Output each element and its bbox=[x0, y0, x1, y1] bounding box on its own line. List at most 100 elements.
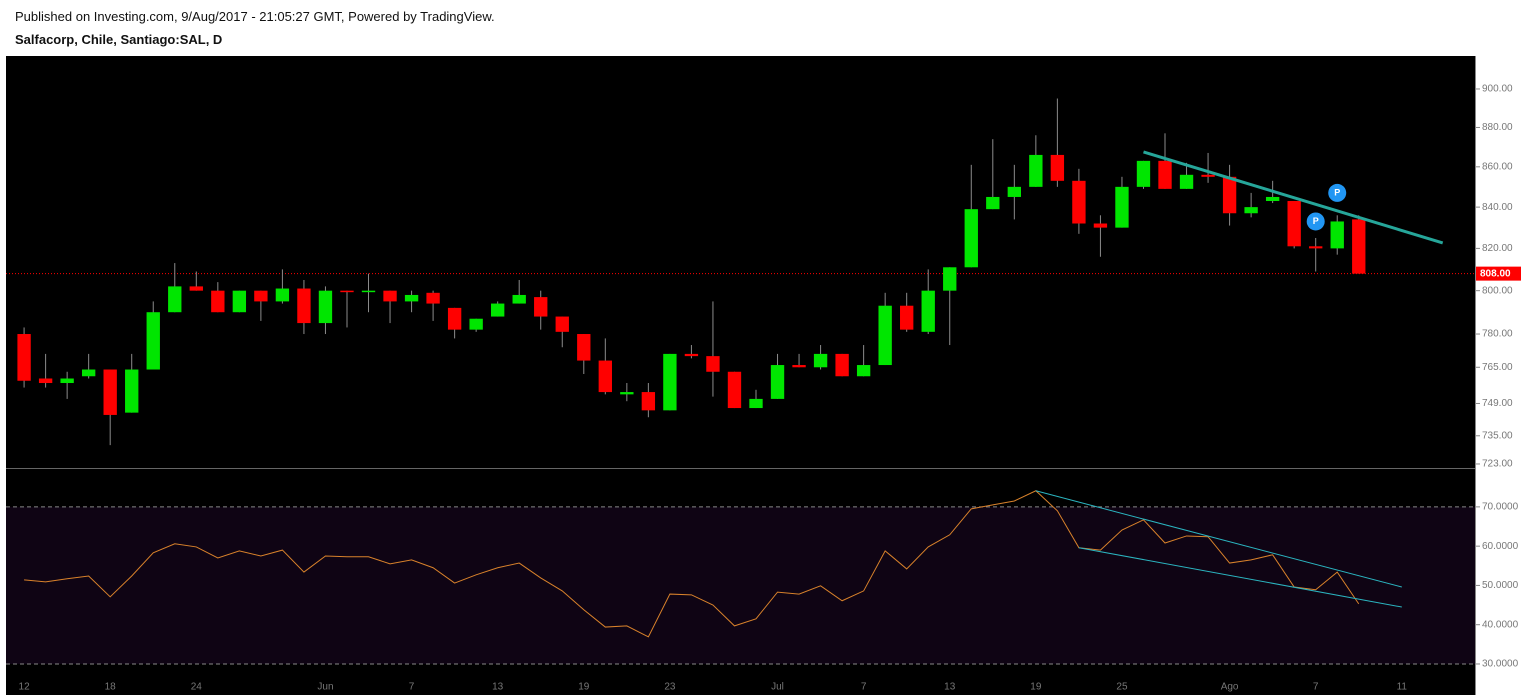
candle-body bbox=[770, 365, 785, 399]
candle-body bbox=[986, 196, 1000, 210]
x-tick-label: 7 bbox=[861, 682, 867, 693]
candle-body bbox=[1179, 174, 1194, 189]
y-tick-label: 860.00 bbox=[1482, 161, 1513, 172]
candle-body bbox=[1050, 154, 1065, 181]
candle-body bbox=[1330, 221, 1344, 249]
candle-body bbox=[1244, 207, 1258, 214]
candle-body bbox=[383, 290, 397, 302]
candle-body bbox=[964, 209, 978, 268]
candle-body bbox=[275, 288, 290, 302]
candle-body bbox=[706, 356, 720, 372]
candle-body bbox=[81, 369, 96, 377]
candle-body bbox=[555, 316, 569, 332]
candle-body bbox=[189, 286, 203, 291]
candle-body bbox=[469, 318, 483, 330]
y-tick-label: 735.00 bbox=[1482, 430, 1513, 441]
candle-body bbox=[340, 290, 354, 293]
candle-body bbox=[146, 312, 160, 370]
candle-body bbox=[361, 290, 376, 293]
candle-body bbox=[1265, 196, 1280, 202]
candle-body bbox=[684, 353, 699, 357]
candle-body bbox=[103, 369, 117, 415]
candle-body bbox=[38, 378, 53, 384]
candle-body bbox=[598, 360, 612, 393]
candle-body bbox=[318, 290, 333, 324]
last-price-label: 808.00 bbox=[1480, 268, 1511, 279]
y-tick-label: 723.00 bbox=[1482, 459, 1513, 470]
y-tick-label: 800.00 bbox=[1482, 285, 1513, 296]
y-tick-label: 40.0000 bbox=[1482, 619, 1519, 630]
candle-body bbox=[921, 290, 935, 332]
marker bbox=[1306, 212, 1325, 231]
candle-body bbox=[1029, 154, 1043, 187]
candle-body bbox=[232, 290, 247, 313]
y-tick-label: 60.0000 bbox=[1482, 541, 1519, 552]
symbol-title: Salfacorp, Chile, Santiago:SAL, D bbox=[15, 32, 223, 47]
candle-body bbox=[878, 305, 892, 366]
x-tick-label: 7 bbox=[1313, 682, 1319, 693]
y-tick-label: 780.00 bbox=[1482, 329, 1513, 340]
x-tick-label: 19 bbox=[578, 682, 590, 693]
candle-body bbox=[512, 294, 526, 304]
candle-body bbox=[835, 353, 849, 377]
x-tick-label: 13 bbox=[492, 682, 504, 693]
candle-body bbox=[447, 307, 462, 330]
candle-body bbox=[1072, 180, 1086, 224]
candle-body bbox=[404, 294, 419, 302]
candle-body bbox=[1309, 246, 1323, 249]
last-price-box bbox=[1476, 266, 1521, 281]
y-tick-label: 30.0000 bbox=[1482, 659, 1519, 670]
candle-body bbox=[254, 290, 268, 302]
x-tick-label: 11 bbox=[1397, 682, 1408, 693]
candle-body bbox=[856, 365, 871, 377]
rsi-band bbox=[6, 506, 1475, 664]
y-tick-label: 70.0000 bbox=[1482, 502, 1519, 513]
candle-body bbox=[620, 392, 634, 395]
candle-body bbox=[1287, 201, 1301, 247]
candle-body bbox=[663, 353, 677, 411]
trend-line bbox=[1078, 547, 1402, 608]
marker bbox=[1328, 183, 1347, 202]
x-tick-label: 12 bbox=[19, 682, 31, 693]
candle-body bbox=[1115, 186, 1129, 228]
candle-body bbox=[426, 292, 440, 304]
price-axis-background bbox=[1475, 56, 1533, 700]
candle-body bbox=[577, 334, 591, 361]
candle-body bbox=[900, 305, 914, 330]
candle-body bbox=[792, 365, 806, 368]
candle-body bbox=[1093, 223, 1108, 228]
x-tick-label: 24 bbox=[191, 682, 203, 693]
candle-body bbox=[211, 290, 225, 313]
y-tick-label: 840.00 bbox=[1482, 202, 1513, 213]
x-tick-label: 25 bbox=[1116, 682, 1128, 693]
candle-body bbox=[813, 353, 828, 368]
x-tick-label: 7 bbox=[409, 682, 415, 693]
trend-line bbox=[1035, 490, 1402, 588]
x-tick-label: Jun bbox=[317, 682, 333, 693]
marker-label: P bbox=[1313, 216, 1319, 226]
y-tick-label: 880.00 bbox=[1482, 122, 1513, 133]
y-tick-label: 749.00 bbox=[1482, 398, 1513, 409]
candle-body bbox=[641, 392, 656, 411]
candle-body bbox=[749, 398, 763, 409]
x-tick-label: 23 bbox=[664, 682, 676, 693]
candle-body bbox=[60, 378, 74, 384]
candle-body bbox=[1158, 160, 1172, 189]
x-tick-label: 13 bbox=[944, 682, 956, 693]
published-note: Published on Investing.com, 9/Aug/2017 -… bbox=[15, 9, 495, 24]
x-tick-label: 18 bbox=[105, 682, 117, 693]
candle-body bbox=[727, 371, 742, 409]
y-tick-label: 50.0000 bbox=[1482, 580, 1519, 591]
x-tick-label: Ago bbox=[1221, 682, 1239, 693]
candle-body bbox=[168, 286, 182, 313]
y-tick-label: 820.00 bbox=[1482, 243, 1513, 254]
candle-body bbox=[297, 288, 311, 324]
candle-body bbox=[17, 334, 31, 381]
candle-body bbox=[1007, 186, 1021, 197]
candle-body bbox=[125, 369, 139, 413]
rsi-line bbox=[24, 490, 1360, 638]
candle-body bbox=[1222, 176, 1237, 214]
trend-line bbox=[1143, 150, 1444, 245]
